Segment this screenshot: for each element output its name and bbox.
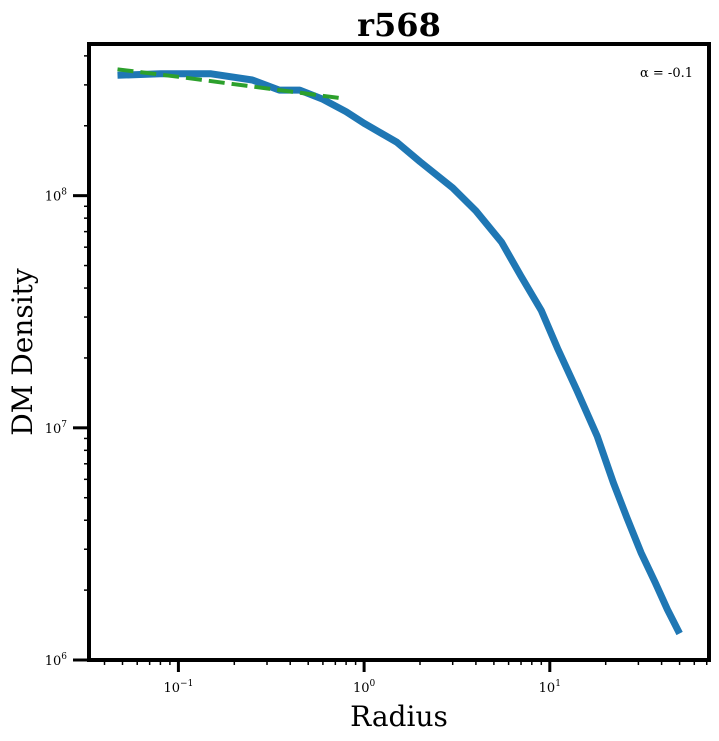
x-axis-label: Radius [350,700,448,733]
fit-line-dashed [117,67,342,101]
x-tick-label: 100 [353,679,376,696]
chart-title: r568 [357,6,441,44]
x-tick-label: 10−1 [163,679,193,696]
series-layer [117,67,683,636]
alpha-annotation: α = -0.1 [640,66,693,81]
x-tick-label: 101 [539,679,561,696]
y-axis-label: DM Density [6,268,39,436]
ticks-layer: 10−1 100 101 106 107 108 [45,55,708,696]
y-tick-label: 107 [45,420,68,437]
y-tick-label: 108 [45,188,68,205]
plot-frame [87,42,711,662]
density-profile-line [117,70,683,636]
y-tick-label: 106 [45,652,68,669]
